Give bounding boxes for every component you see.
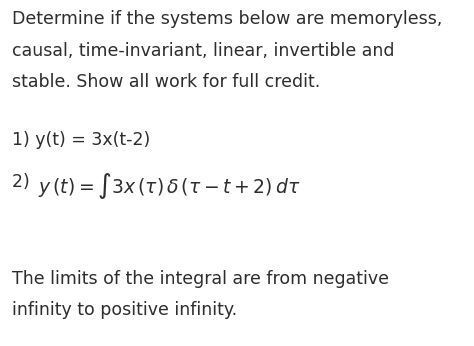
Text: 1) y(t) = 3x(t-2): 1) y(t) = 3x(t-2) bbox=[12, 131, 150, 149]
Text: The limits of the integral are from negative: The limits of the integral are from nega… bbox=[12, 270, 389, 288]
Text: stable. Show all work for full credit.: stable. Show all work for full credit. bbox=[12, 73, 320, 91]
Text: infinity to positive infinity.: infinity to positive infinity. bbox=[12, 301, 237, 319]
Text: causal, time-invariant, linear, invertible and: causal, time-invariant, linear, invertib… bbox=[12, 42, 394, 60]
Text: Determine if the systems below are memoryless,: Determine if the systems below are memor… bbox=[12, 10, 442, 28]
Text: $y\,(t) = \int 3x\,(\tau)\,\delta\,(\tau - t + 2)\,d\tau$: $y\,(t) = \int 3x\,(\tau)\,\delta\,(\tau… bbox=[38, 171, 301, 201]
Text: 2): 2) bbox=[12, 173, 35, 191]
